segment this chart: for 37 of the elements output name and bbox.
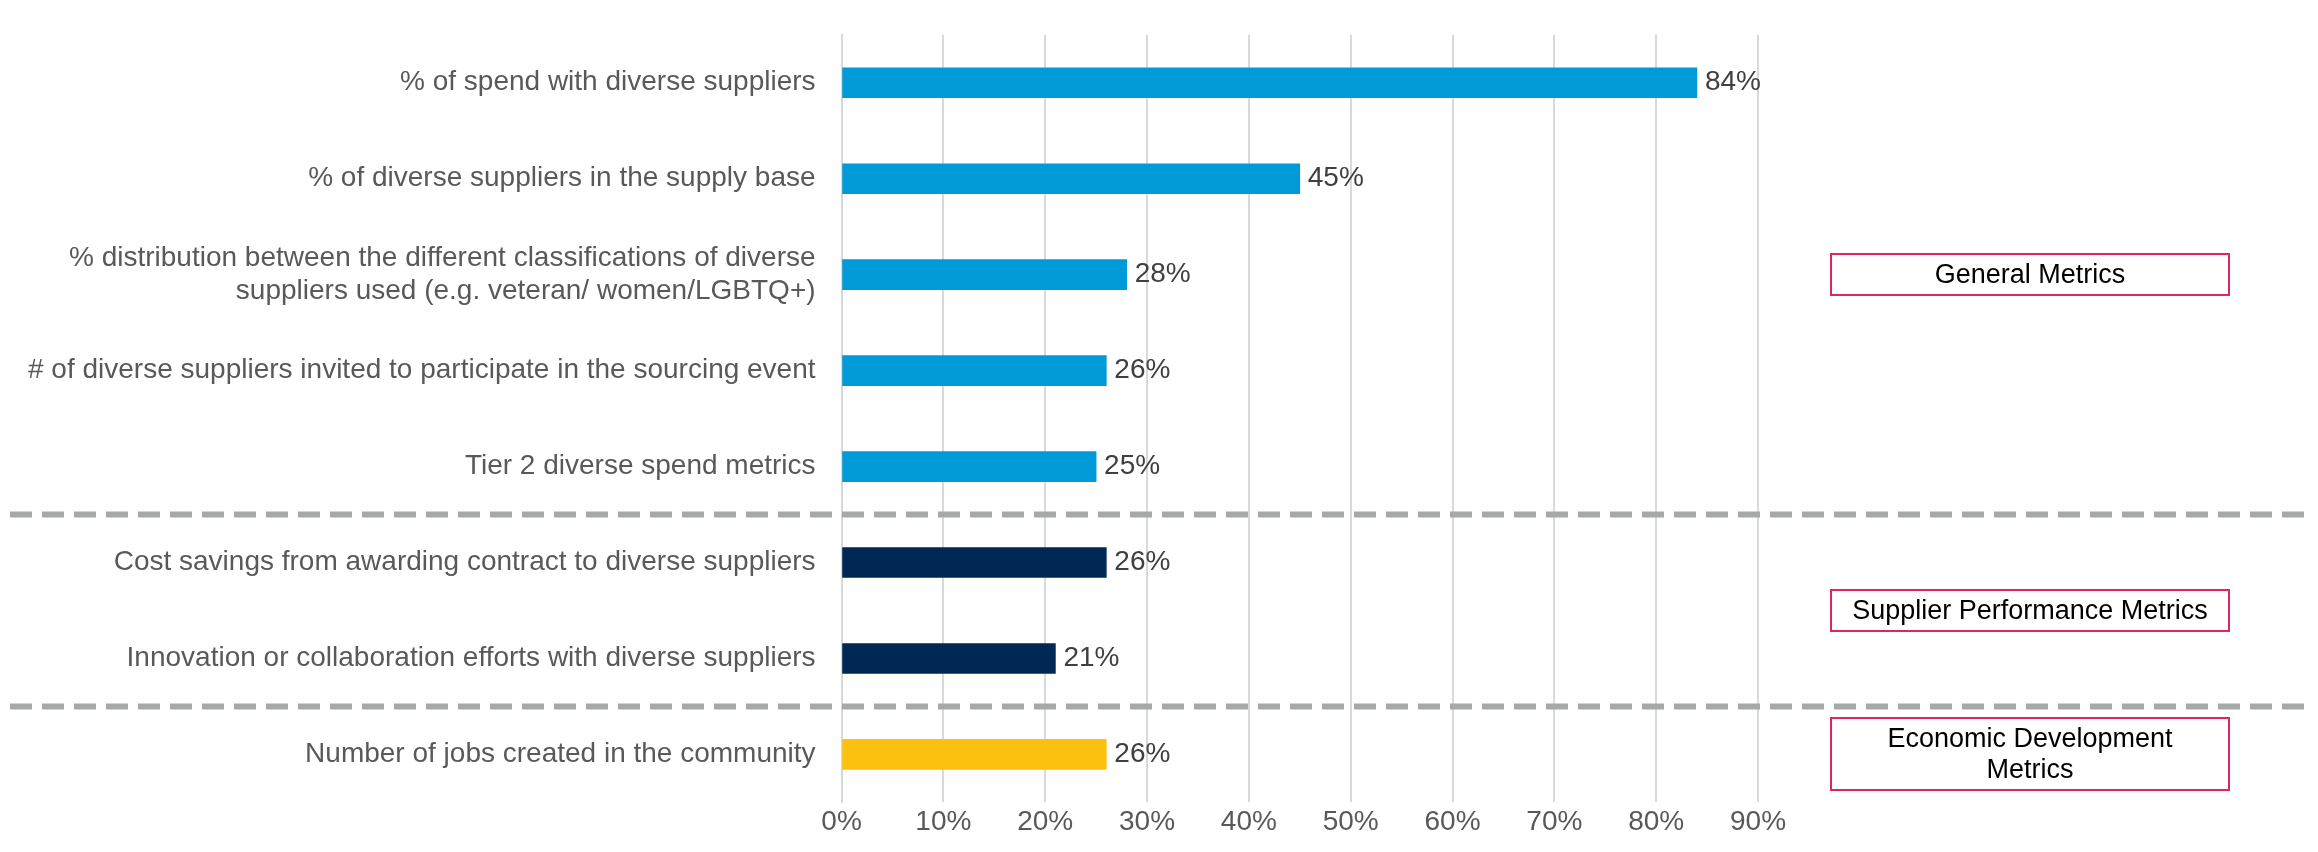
- x-tick-label: 40%: [1220, 804, 1277, 836]
- x-tick-label: 60%: [1424, 804, 1481, 836]
- x-tick-label: 50%: [1322, 804, 1379, 836]
- x-tick-label: 0%: [821, 804, 862, 836]
- data-label: 26%: [1114, 545, 1171, 577]
- y-tick-label: % of diverse suppliers in the supply base: [308, 161, 816, 193]
- x-tick-label: 70%: [1526, 804, 1583, 836]
- text: General Metrics: [1830, 253, 2230, 297]
- text: Supplier Performance Metrics: [1830, 589, 2230, 632]
- data-label: 28%: [1134, 257, 1191, 289]
- data-label: 25%: [1104, 449, 1161, 481]
- data-label: 84%: [1704, 65, 1761, 97]
- y-tick-label: % of spend with diverse suppliers: [400, 65, 816, 97]
- bar: [842, 259, 1127, 291]
- text: Economic Development Metrics: [1830, 717, 2230, 792]
- y-tick-label: # of diverse suppliers invited to participate in the sourcing event: [27, 353, 816, 385]
- data-label: 26%: [1114, 353, 1171, 385]
- y-tick-label: Number of jobs created in the community: [305, 737, 816, 769]
- x-tick-label: 20%: [1017, 804, 1074, 836]
- y-tick-label: Tier 2 diverse spend metrics: [464, 449, 816, 481]
- bar: [842, 355, 1107, 386]
- y-tick-label: Cost savings from awarding contract to diverse suppliers: [113, 545, 816, 577]
- data-label: 21%: [1063, 641, 1120, 673]
- data-label: 26%: [1114, 737, 1171, 769]
- data-label: 45%: [1307, 161, 1364, 193]
- x-tick-label: 90%: [1729, 804, 1787, 836]
- y-tick-label: Innovation or collaboration efforts with diverse suppliers: [126, 641, 816, 673]
- bar: [842, 739, 1107, 770]
- x-tick-label: 80%: [1628, 804, 1685, 836]
- bar: [842, 643, 1056, 674]
- x-tick-label: 10%: [915, 804, 972, 836]
- bar: [842, 547, 1107, 578]
- y-tick-label: % distribution between the different classifications of diverse suppliers used (e.g. veteran/ women/LGBTQ+): [68, 240, 816, 306]
- x-tick-label: 30%: [1119, 804, 1176, 836]
- bar: [842, 163, 1301, 195]
- bar: [842, 67, 1698, 99]
- bar: [842, 451, 1097, 482]
